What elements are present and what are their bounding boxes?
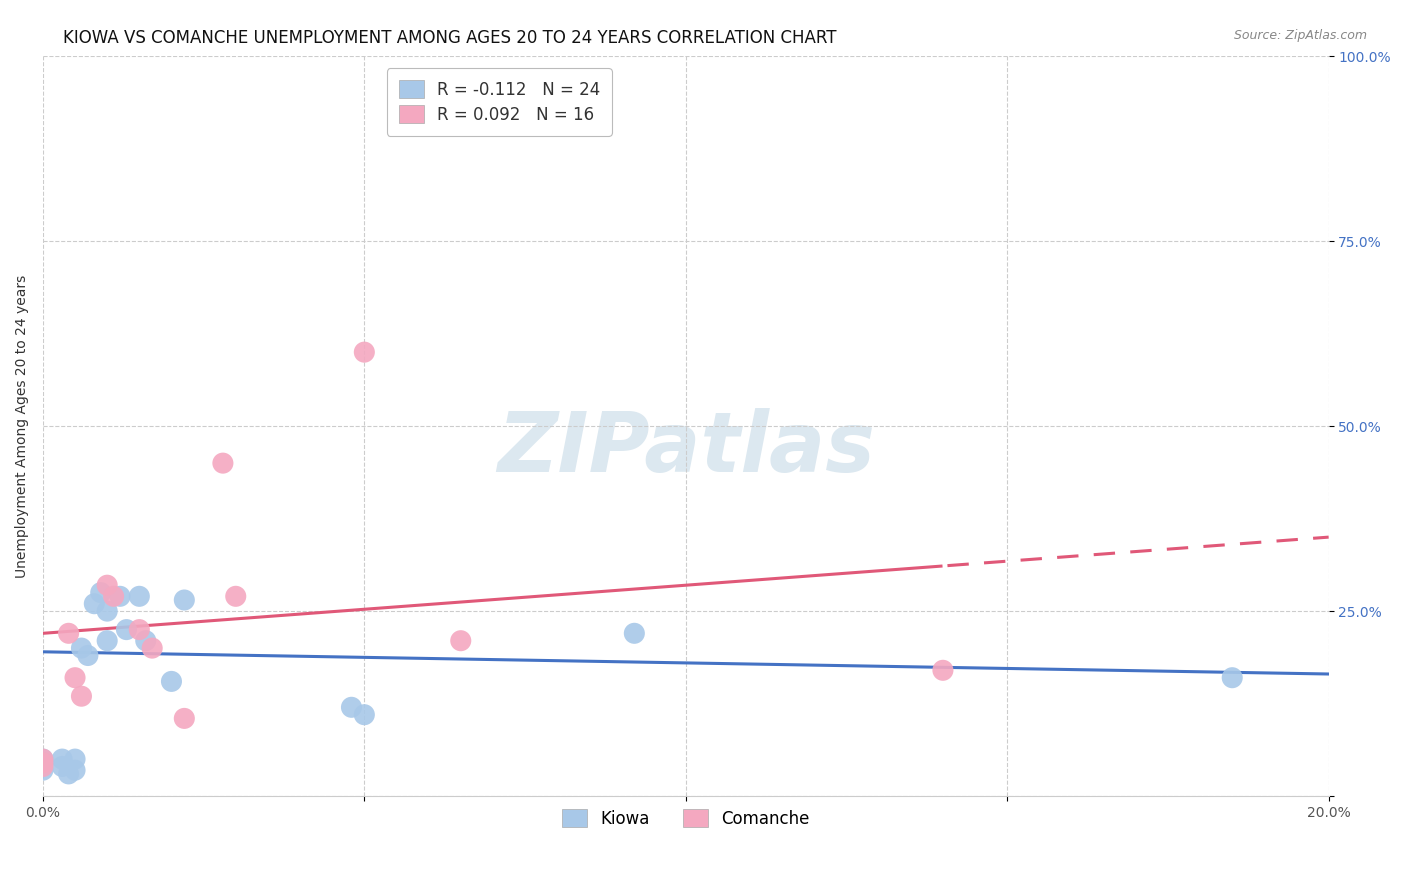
Point bbox=[32, 759, 55, 773]
Point bbox=[96, 604, 118, 618]
Point bbox=[32, 763, 55, 777]
Point bbox=[108, 590, 131, 604]
Point bbox=[173, 593, 195, 607]
Point bbox=[160, 674, 183, 689]
Point bbox=[32, 752, 55, 766]
Point bbox=[353, 707, 375, 722]
Point bbox=[58, 767, 80, 781]
Point bbox=[32, 756, 55, 770]
Point bbox=[450, 633, 472, 648]
Point bbox=[70, 689, 93, 703]
Point bbox=[115, 623, 138, 637]
Point bbox=[932, 663, 955, 677]
Point bbox=[141, 641, 163, 656]
Point bbox=[128, 623, 150, 637]
Point bbox=[353, 345, 375, 359]
Point bbox=[77, 648, 100, 663]
Point bbox=[96, 578, 118, 592]
Point bbox=[1220, 671, 1243, 685]
Point bbox=[70, 641, 93, 656]
Point bbox=[83, 597, 105, 611]
Y-axis label: Unemployment Among Ages 20 to 24 years: Unemployment Among Ages 20 to 24 years bbox=[15, 275, 30, 578]
Point bbox=[51, 752, 73, 766]
Legend: Kiowa, Comanche: Kiowa, Comanche bbox=[554, 800, 818, 836]
Point bbox=[623, 626, 645, 640]
Point bbox=[90, 585, 112, 599]
Point bbox=[340, 700, 363, 714]
Point bbox=[212, 456, 235, 470]
Text: ZIPatlas: ZIPatlas bbox=[496, 408, 875, 489]
Point bbox=[32, 756, 55, 770]
Point bbox=[51, 759, 73, 773]
Point bbox=[173, 711, 195, 725]
Text: KIOWA VS COMANCHE UNEMPLOYMENT AMONG AGES 20 TO 24 YEARS CORRELATION CHART: KIOWA VS COMANCHE UNEMPLOYMENT AMONG AGE… bbox=[63, 29, 837, 46]
Point bbox=[32, 752, 55, 766]
Point bbox=[103, 590, 125, 604]
Point bbox=[58, 626, 80, 640]
Point bbox=[63, 752, 86, 766]
Point bbox=[225, 590, 247, 604]
Point bbox=[96, 633, 118, 648]
Point bbox=[135, 633, 157, 648]
Point bbox=[63, 671, 86, 685]
Point bbox=[63, 763, 86, 777]
Point bbox=[128, 590, 150, 604]
Text: Source: ZipAtlas.com: Source: ZipAtlas.com bbox=[1233, 29, 1367, 42]
